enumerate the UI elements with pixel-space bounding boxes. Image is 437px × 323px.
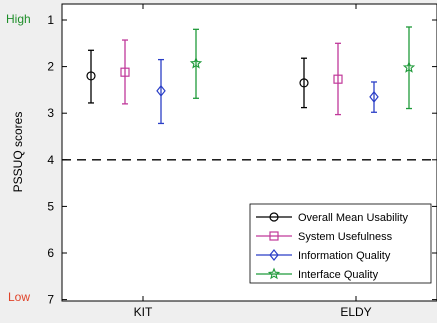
mean-marker: [333, 74, 343, 84]
legend-marker: [269, 231, 279, 241]
legend-marker: [269, 212, 279, 222]
legend: Overall Mean Usability System Usefulness I…: [249, 203, 432, 284]
y-tick-label: 5: [47, 199, 54, 213]
mean-marker: [299, 78, 309, 88]
legend-label: Information Quality: [298, 250, 391, 262]
mean-marker: [189, 56, 203, 69]
legend-label: Overall Mean Usability: [298, 212, 409, 224]
y-tick-label: 7: [47, 293, 54, 307]
y-tick-label: 4: [47, 153, 54, 167]
y-tick-label: 2: [47, 60, 54, 74]
series-2: [120, 39, 343, 116]
y-tick-label: 6: [47, 246, 54, 260]
x-axis: KIT ELDY: [134, 4, 372, 319]
legend-item: Information Quality: [256, 249, 391, 262]
series-4: [189, 26, 416, 110]
series-group: [86, 26, 416, 125]
mean-marker: [120, 67, 130, 77]
mean-marker: [369, 90, 379, 103]
y-tick-label: 3: [47, 106, 54, 120]
y-axis-title: PSSUQ scores: [11, 112, 25, 193]
legend-label: Interface Quality: [298, 269, 379, 281]
mean-marker: [86, 71, 96, 81]
x-tick-label: KIT: [134, 305, 153, 319]
low-label: Low: [8, 290, 30, 304]
y-tick-label: 1: [47, 13, 54, 27]
x-tick-label: ELDY: [340, 305, 371, 319]
legend-item: Overall Mean Usability: [256, 212, 409, 224]
mean-marker: [402, 61, 416, 73]
series-3: [156, 58, 379, 125]
legend-label: System Usefulness: [298, 231, 393, 243]
legend-marker: [267, 267, 281, 280]
legend-marker: [269, 249, 279, 261]
legend-item: Interface Quality: [256, 267, 379, 281]
mean-marker: [156, 84, 166, 97]
legend-item: System Usefulness: [256, 231, 393, 243]
series-1: [86, 49, 309, 109]
high-label: High: [6, 12, 31, 26]
